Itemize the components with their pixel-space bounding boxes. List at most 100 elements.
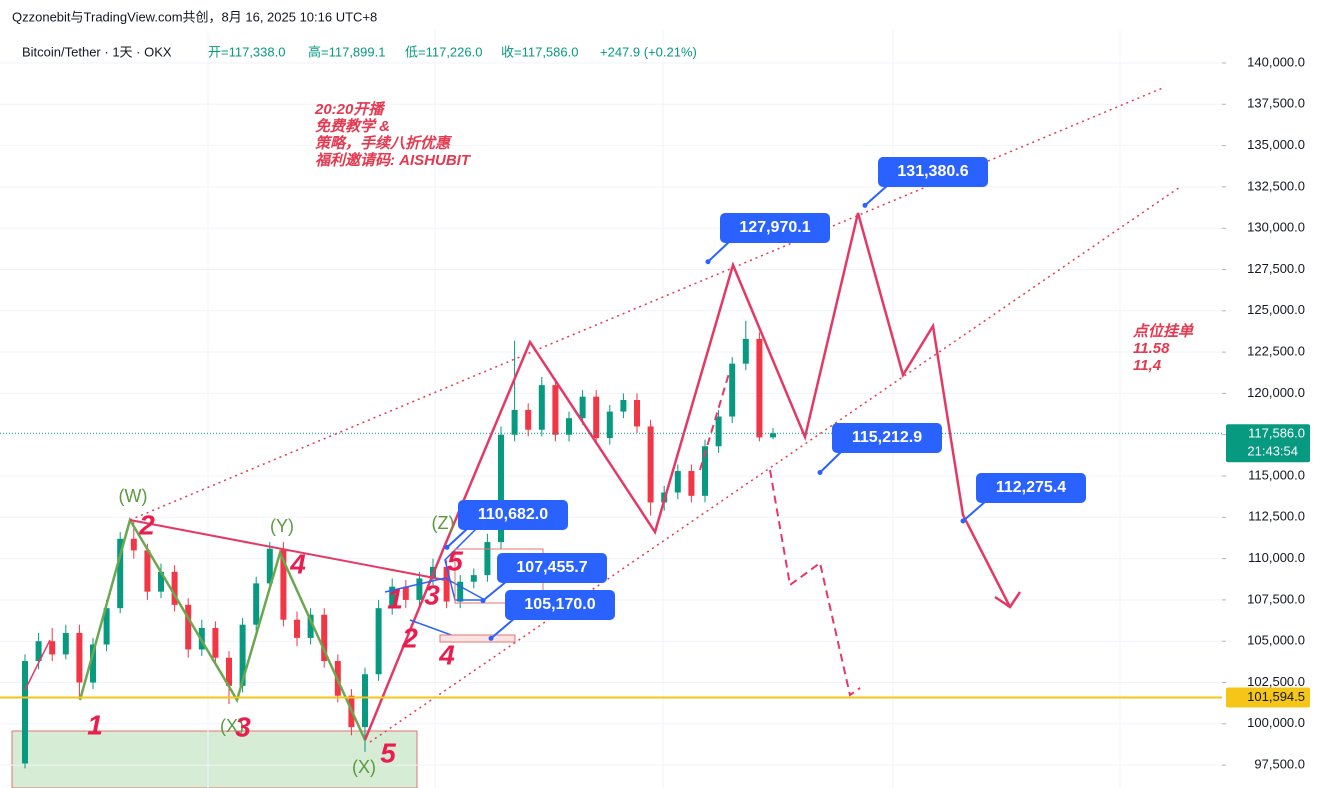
level-label: 101,594.5 xyxy=(1247,689,1305,704)
candle-body xyxy=(171,571,178,605)
legend-change: +247.9 (+0.21%) xyxy=(600,44,697,59)
candle-body xyxy=(538,385,545,430)
candle-body xyxy=(280,548,287,620)
candle-body xyxy=(226,657,232,686)
side-note: 点位挂单 xyxy=(1132,322,1194,340)
callout-label: 112,275.4 xyxy=(996,479,1066,496)
callout-pointer xyxy=(490,617,516,640)
callout-dot xyxy=(480,598,486,604)
candle-body xyxy=(457,581,464,602)
candle-body xyxy=(321,614,328,662)
callout-box xyxy=(505,590,615,620)
candle-body xyxy=(49,641,56,655)
y-tick-label: 127,500.0 xyxy=(1247,261,1305,276)
candle-body xyxy=(579,396,586,419)
candle-body xyxy=(742,338,749,364)
wave-label: 1 xyxy=(387,583,403,614)
callout-dot xyxy=(817,469,823,475)
callout-box xyxy=(497,553,607,583)
candle-body xyxy=(647,426,654,503)
candle-body xyxy=(185,604,192,650)
wave-label: 3 xyxy=(424,579,440,610)
candle-body xyxy=(593,396,600,439)
callout-label: 110,682.0 xyxy=(478,506,548,523)
y-tick-label: 122,500.0 xyxy=(1247,344,1305,359)
y-tick-label: 125,000.0 xyxy=(1247,302,1305,317)
wave-label: 5 xyxy=(447,545,463,576)
candle-body xyxy=(498,434,504,543)
candle-body xyxy=(756,338,763,438)
wave-label: 3 xyxy=(235,711,251,742)
candle-body xyxy=(688,471,695,496)
callout-dot xyxy=(488,635,494,641)
candle-body xyxy=(35,641,42,662)
candle-body xyxy=(90,644,96,683)
candle-body xyxy=(634,400,640,427)
candle-body xyxy=(729,363,736,417)
legend-high: 高=117,899.1 xyxy=(308,44,385,59)
note: 策略，手续八折优惠 xyxy=(315,134,453,152)
callout-pointer xyxy=(482,580,508,602)
candle-body xyxy=(144,550,151,592)
y-tick-label: 102,500.0 xyxy=(1247,674,1305,689)
drawings xyxy=(24,86,1181,743)
callout-dot xyxy=(444,544,450,550)
wave-label: (X) xyxy=(352,757,376,777)
level-tag xyxy=(1226,687,1310,708)
candle-body xyxy=(307,614,314,638)
legend-close: 收=117,586.0 xyxy=(501,44,578,59)
callout-pointer xyxy=(446,527,469,549)
candle-body xyxy=(62,632,69,655)
header: Qzzonebit与TradingView.com共创，8月 16, 2025 … xyxy=(12,9,377,24)
symbol: Bitcoin/Tether · 1天 · OKX xyxy=(22,44,172,59)
callout-pointer xyxy=(707,240,731,263)
candle-body xyxy=(470,575,477,582)
candle-body xyxy=(130,538,137,551)
wave-label: (X) xyxy=(220,716,244,736)
legend: Bitcoin/Tether · 1天 · OKX 开=117,338.0 高=… xyxy=(22,44,697,59)
callout-pointer xyxy=(962,500,987,522)
last-price-tag xyxy=(1226,424,1310,463)
callout-label: 131,380.6 xyxy=(897,163,968,180)
candle-body xyxy=(294,619,300,638)
zone-box xyxy=(11,730,418,788)
wave-label: 4 xyxy=(289,548,306,579)
callout-dot xyxy=(705,259,711,265)
note: 福利邀请码: AISHUBIT xyxy=(315,152,472,169)
legend-open: 开=117,338.0 xyxy=(208,44,285,59)
candle-body xyxy=(103,608,110,645)
candle-body xyxy=(484,542,491,576)
y-tick-label: 120,000.0 xyxy=(1247,385,1305,400)
callout-label: 105,170.0 xyxy=(524,596,595,613)
candle-body xyxy=(117,538,124,609)
vertical-grid xyxy=(207,30,1121,788)
wave-label: 5 xyxy=(380,737,396,768)
y-tick-label: 135,000.0 xyxy=(1247,137,1305,152)
y-tick-label: 132,500.0 xyxy=(1247,178,1305,193)
callout-dot xyxy=(862,202,868,208)
wave-label: 2 xyxy=(138,509,155,540)
note: 20:20开播 xyxy=(314,101,385,118)
callout-box xyxy=(878,157,988,187)
y-tick-label: 97,500.0 xyxy=(1254,757,1305,772)
legend-low: 低=117,226.0 xyxy=(405,44,482,59)
candle-body xyxy=(362,674,368,728)
wave-label: (Z) xyxy=(432,513,455,533)
y-tick-label: 100,000.0 xyxy=(1247,715,1305,730)
candle-body xyxy=(253,583,260,625)
candle-body xyxy=(416,578,423,600)
callout-box xyxy=(832,423,942,453)
wave-label: (W) xyxy=(119,486,148,506)
y-tick-label: 112,500.0 xyxy=(1248,509,1305,524)
candle-body xyxy=(770,433,776,438)
callout-box xyxy=(720,213,830,243)
y-tick-label: 110,000.0 xyxy=(1248,550,1305,565)
candle-body xyxy=(674,471,681,493)
candle-body xyxy=(620,400,627,412)
y-tick-label: 130,000.0 xyxy=(1247,220,1305,235)
callout-box xyxy=(976,473,1086,503)
candle-body xyxy=(715,416,722,447)
candle-body xyxy=(606,411,613,439)
